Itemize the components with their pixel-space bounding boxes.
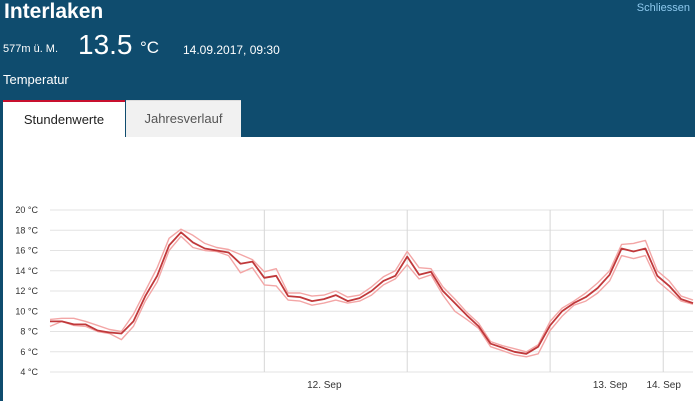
tab-stundenwerte[interactable]: Stundenwerte [3,100,125,137]
section-title: Temperatur [3,72,69,87]
series-line-1 [49,235,694,358]
close-link[interactable]: Schliessen [636,2,690,14]
temperature-unit: °C [140,38,160,57]
current-temperature: 13.5 [78,29,133,60]
y-tick-label: 6 °C [20,347,38,357]
y-tick-label: 4 °C [20,367,38,377]
x-tick-label: 13. Sep [593,380,628,391]
series-line-2 [49,228,694,353]
altitude-label: 577m ü. M. [3,43,59,55]
chart-panel: 20 °C 18 °C 16 °C 14 °C 12 °C 10 °C 8 °C 6 °C 4 … [3,137,695,401]
y-tick-label: 8 °C [20,327,38,337]
series-line-0 [50,231,694,355]
x-tick-label: 14. Sep [646,380,681,391]
y-tick-label: 10 °C [15,306,38,316]
y-tick-label: 16 °C [15,246,38,256]
measurement-timestamp: 14.09.2017, 09:30 [183,43,280,57]
temperature-chart: 20 °C 18 °C 16 °C 14 °C 12 °C 10 °C 8 °C 6 °C 4 … [15,205,694,391]
tab-jahresverlauf[interactable]: Jahresverlauf [126,100,241,137]
y-tick-label: 12 °C [15,286,38,296]
y-tick-label: 14 °C [15,266,38,276]
station-header: Interlaken Schliessen 577m ü. M. 13.5 °C… [0,0,695,100]
x-tick-label: 12. Sep [307,380,342,391]
y-tick-label: 18 °C [15,225,38,235]
station-title: Interlaken [4,0,104,23]
y-tick-label: 20 °C [15,205,38,215]
